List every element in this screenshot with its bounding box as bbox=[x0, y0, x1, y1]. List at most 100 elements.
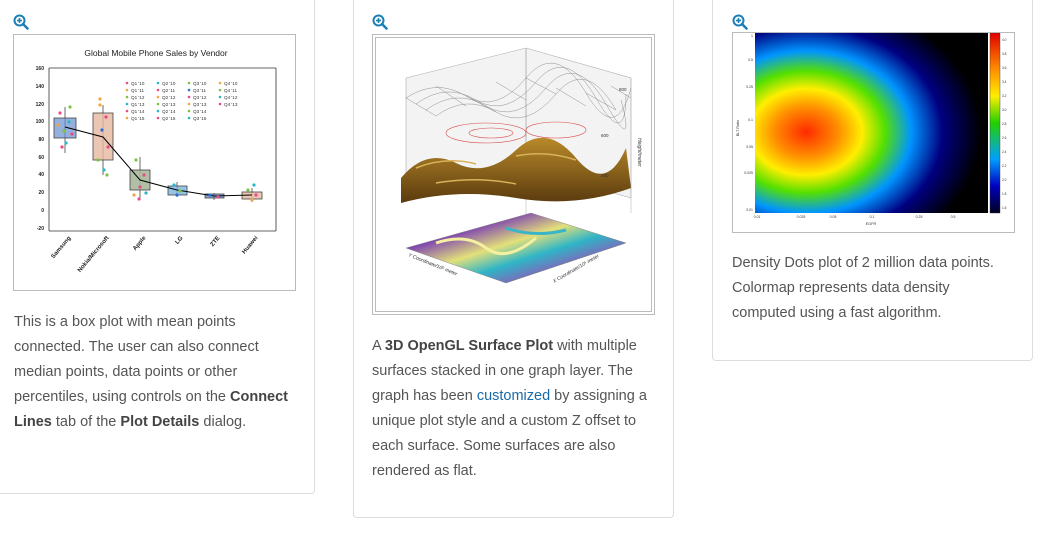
svg-text:0.5: 0.5 bbox=[951, 215, 956, 219]
y-tick: 120 bbox=[36, 102, 45, 108]
colorbar bbox=[989, 33, 1001, 214]
svg-text:2.2: 2.2 bbox=[1002, 164, 1007, 168]
y-tick: 160 bbox=[36, 66, 45, 72]
card-description: Density Dots plot of 2 million data poin… bbox=[732, 255, 994, 321]
zoom-in-icon[interactable] bbox=[732, 14, 748, 30]
svg-text:1.6: 1.6 bbox=[1002, 206, 1007, 210]
svg-text:1.8: 1.8 bbox=[1002, 192, 1007, 196]
svg-text:0.025: 0.025 bbox=[744, 171, 753, 175]
y-tick: 0 bbox=[41, 208, 44, 214]
y-tick: 140 bbox=[36, 84, 45, 90]
svg-text:Q1 '12: Q1 '12 bbox=[131, 95, 145, 100]
svg-text:Q2 '13: Q2 '13 bbox=[162, 102, 176, 107]
z-tick: 800 bbox=[619, 87, 627, 92]
density-dots-thumbnail[interactable]: 4.0 3.8 3.6 3.4 3.2 3.0 2.8 2.6 2.4 2.2 … bbox=[732, 32, 1015, 233]
svg-text:0.05: 0.05 bbox=[746, 145, 753, 149]
svg-text:Q2 '12: Q2 '12 bbox=[162, 95, 176, 100]
svg-text:Q1 '14: Q1 '14 bbox=[131, 109, 145, 114]
svg-text:Q4 '13: Q4 '13 bbox=[224, 102, 238, 107]
x-tick: Apple bbox=[132, 235, 148, 252]
svg-text:Q1 '11: Q1 '11 bbox=[131, 88, 144, 93]
svg-text:0.01: 0.01 bbox=[746, 208, 753, 212]
gallery-card-3d-surface: 800 600 300 Height/meter Y Coordinate/10… bbox=[353, 0, 674, 518]
svg-text:0.1: 0.1 bbox=[870, 215, 875, 219]
connect-lines-label: Connect Lines bbox=[14, 389, 289, 430]
density-dots-chart: 4.0 3.8 3.6 3.4 3.2 3.0 2.8 2.6 2.4 2.2 … bbox=[736, 33, 1007, 226]
svg-text:Q3 '11: Q3 '11 bbox=[193, 88, 206, 93]
x-axis-label: EGFR bbox=[866, 222, 877, 226]
svg-text:2.0: 2.0 bbox=[1002, 178, 1007, 182]
wireframe-surface bbox=[405, 62, 632, 130]
svg-text:0.05: 0.05 bbox=[830, 215, 837, 219]
svg-text:0.25: 0.25 bbox=[916, 215, 923, 219]
svg-text:Q3 '10: Q3 '10 bbox=[193, 81, 207, 86]
x-tick: Nokia/Microsoft bbox=[77, 235, 111, 273]
svg-text:Q4 '11: Q4 '11 bbox=[224, 88, 237, 93]
svg-text:Q4 '12: Q4 '12 bbox=[224, 95, 238, 100]
surface-plot-thumbnail[interactable]: 800 600 300 Height/meter Y Coordinate/10… bbox=[372, 34, 655, 315]
svg-text:Q2 '15: Q2 '15 bbox=[162, 116, 176, 121]
surface-plot-chart: 800 600 300 Height/meter Y Coordinate/10… bbox=[401, 47, 642, 285]
surface-plot-label: 3D OpenGL Surface Plot bbox=[384, 338, 554, 354]
z-tick: 600 bbox=[601, 133, 609, 138]
y-tick: 60 bbox=[38, 155, 44, 161]
svg-text:Q3 '15: Q3 '15 bbox=[193, 116, 207, 121]
svg-text:Q3 '12: Q3 '12 bbox=[193, 95, 207, 100]
y-tick: 20 bbox=[38, 190, 44, 196]
svg-text:Q3 '13: Q3 '13 bbox=[193, 102, 207, 107]
data-points bbox=[56, 97, 258, 202]
svg-text:0.025: 0.025 bbox=[797, 215, 806, 219]
svg-text:0.1: 0.1 bbox=[748, 118, 753, 122]
customized-link[interactable]: customized bbox=[476, 388, 551, 404]
svg-text:0.25: 0.25 bbox=[746, 85, 753, 89]
svg-text:Q3 '14: Q3 '14 bbox=[193, 109, 207, 114]
y-axis-label: BLT Ratio bbox=[736, 120, 740, 137]
zoom-in-icon[interactable] bbox=[372, 14, 388, 30]
plot-details-label: Plot Details bbox=[120, 414, 200, 430]
svg-text:Q4 '10: Q4 '10 bbox=[224, 81, 238, 86]
svg-text:3.0: 3.0 bbox=[1002, 108, 1007, 112]
svg-text:3.8: 3.8 bbox=[1002, 52, 1007, 56]
gallery-card-box-plot: Global Mobile Phone Sales by Vendor 160 … bbox=[0, 0, 315, 494]
svg-text:3.2: 3.2 bbox=[1002, 94, 1007, 98]
svg-text:Q2 '14: Q2 '14 bbox=[162, 109, 176, 114]
svg-text:4.0: 4.0 bbox=[1002, 38, 1007, 42]
gallery-card-density-dots: 4.0 3.8 3.6 3.4 3.2 3.0 2.8 2.6 2.4 2.2 … bbox=[712, 0, 1033, 361]
y-tick: -20 bbox=[37, 226, 44, 232]
z-axis-label: Height/meter bbox=[636, 138, 642, 167]
chart-title: Global Mobile Phone Sales by Vendor bbox=[84, 48, 227, 58]
svg-text:0.01: 0.01 bbox=[754, 215, 761, 219]
box-samsung bbox=[53, 117, 77, 139]
x-tick: Huawei bbox=[241, 235, 259, 255]
legend-markers bbox=[125, 81, 222, 120]
zoom-in-icon[interactable] bbox=[13, 14, 29, 30]
svg-text:Q2 '11: Q2 '11 bbox=[162, 88, 175, 93]
svg-text:Q1 '15: Q1 '15 bbox=[131, 116, 145, 121]
svg-text:3.4: 3.4 bbox=[1002, 80, 1007, 84]
y-tick: 80 bbox=[38, 137, 44, 143]
contour-lines bbox=[445, 121, 587, 144]
shaded-surface bbox=[401, 137, 631, 203]
svg-text:2.6: 2.6 bbox=[1002, 136, 1007, 140]
y-tick: 100 bbox=[36, 119, 45, 125]
y-tick: 40 bbox=[38, 172, 44, 178]
card-description: A 3D OpenGL Surface Plot with multiple s… bbox=[372, 338, 647, 479]
mean-line bbox=[64, 126, 253, 197]
card-description: This is a box plot with mean points conn… bbox=[14, 314, 289, 430]
z-tick: 300 bbox=[601, 173, 609, 178]
legend: Q1 '10 Q2 '10 Q3 '10 Q4 '10 Q1 '11 Q2 '11 Q3 … bbox=[131, 81, 238, 121]
svg-text:Q2 '10: Q2 '10 bbox=[162, 81, 176, 86]
x-tick: ZTE bbox=[210, 235, 222, 248]
svg-text:Q1 '10: Q1 '10 bbox=[131, 81, 145, 86]
box-plot-chart: Global Mobile Phone Sales by Vendor 160 … bbox=[36, 48, 277, 274]
density-map bbox=[755, 33, 988, 213]
box-plot-thumbnail[interactable]: Global Mobile Phone Sales by Vendor 160 … bbox=[13, 34, 296, 291]
svg-text:1: 1 bbox=[751, 34, 753, 38]
x-tick: LG bbox=[175, 235, 185, 245]
svg-text:2.4: 2.4 bbox=[1002, 150, 1007, 154]
svg-text:0.5: 0.5 bbox=[748, 58, 753, 62]
svg-text:Q1 '13: Q1 '13 bbox=[131, 102, 145, 107]
svg-text:3.6: 3.6 bbox=[1002, 66, 1007, 70]
flat-colormap-surface bbox=[405, 212, 627, 284]
svg-text:2.8: 2.8 bbox=[1002, 122, 1007, 126]
